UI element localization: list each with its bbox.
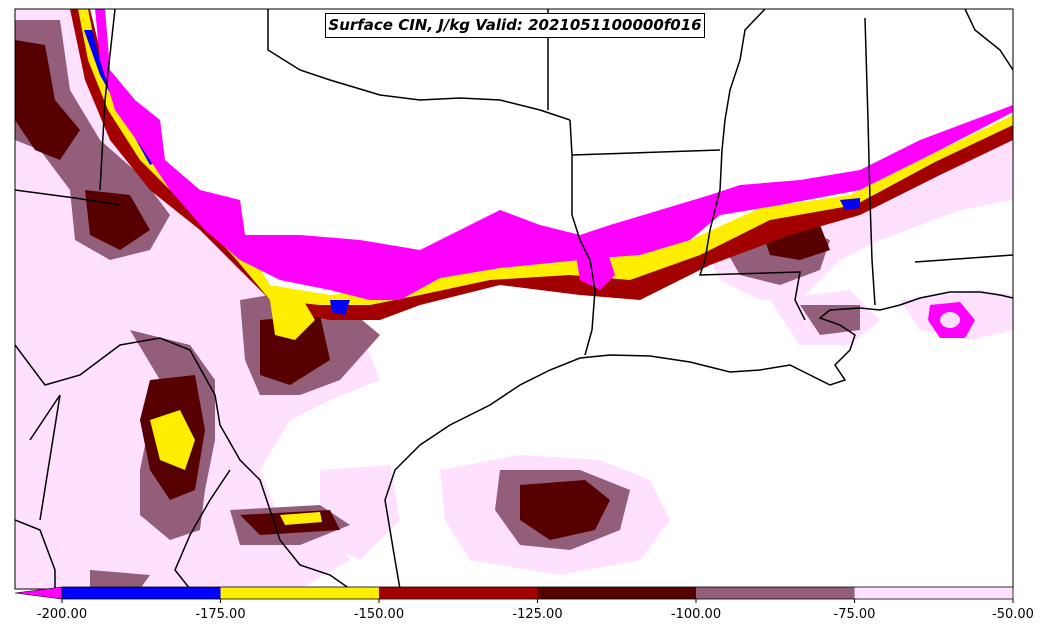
colorbar-tick-label-1: -175.00 — [195, 607, 246, 622]
map-title: Surface CIN, J/kg Valid: 2021051100000f0… — [325, 13, 705, 38]
state-border-tx-la — [569, 119, 596, 356]
state-border-ok-tx — [267, 9, 571, 121]
state-border-ar-la — [571, 149, 721, 156]
colorbar-tick-label-0: -200.00 — [36, 607, 88, 622]
colorbar — [14, 586, 1014, 603]
colorbar-tick-label-6: -50.00 — [992, 607, 1034, 622]
state-border-al-ga — [964, 9, 1013, 71]
colorbar-tick-label-2: -150.00 — [353, 607, 405, 622]
mexico-states — [15, 394, 231, 589]
cin-yellow-patch-central — [270, 295, 315, 340]
state-border-fl — [914, 254, 1013, 263]
colorbar-bin-4 — [696, 587, 855, 599]
colorbar-tick-label-3: -125.00 — [512, 607, 563, 622]
colorbar-tick-label-5: -75.00 — [833, 607, 876, 622]
cin-yellow-patch-south — [280, 512, 322, 525]
colorbar-bin-1 — [220, 587, 379, 599]
state-border-ms-river — [698, 9, 806, 321]
map-boundaries — [15, 9, 1013, 589]
colorbar-tick-label-4: -100.00 — [670, 607, 722, 622]
cin-yellow-patch-west — [150, 410, 195, 470]
cin-pink-patch-gulf — [940, 312, 960, 328]
colorbar-bin-5 — [854, 587, 1013, 599]
mexico-border — [15, 337, 351, 589]
gulf-coastline — [384, 291, 1013, 589]
cin-band-magenta — [95, 9, 1013, 300]
colorbar-bin-0 — [62, 587, 221, 599]
state-border-ms-al — [864, 17, 876, 306]
cin-magenta-patch-sabine — [575, 245, 615, 290]
cin-blue-patch-central — [330, 300, 350, 315]
cin-field — [15, 9, 1013, 589]
cin-blue-patch-east — [840, 198, 860, 210]
colorbar-bin-3 — [537, 587, 696, 599]
border-west — [15, 9, 121, 206]
colorbar-bin-2 — [379, 587, 538, 599]
